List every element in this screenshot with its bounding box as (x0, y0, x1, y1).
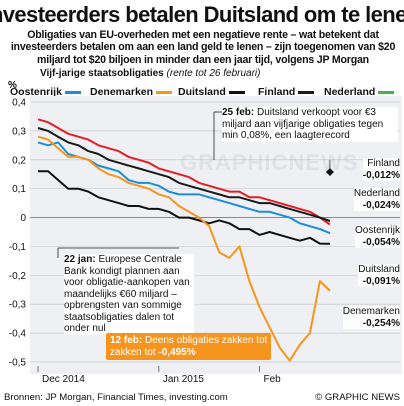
end-label-finland: Finland -0,012% (362, 158, 400, 181)
y-tick-label: -0,5 (9, 358, 27, 369)
end-label-value: -0,254% (362, 317, 400, 329)
annotation-text: Europese Centrale Bank kondigt plannen a… (64, 254, 190, 334)
legend-swatch (378, 90, 395, 94)
callout-date: 12 feb: (110, 335, 143, 346)
end-label-value: -0,054% (362, 236, 400, 248)
series-line-denemarken (37, 135, 331, 362)
end-label-name: Denemarken (342, 306, 400, 317)
headline: Investeerders betalen Duitsland om te le… (0, 2, 404, 27)
series-line-nederland (37, 118, 331, 226)
footer-sources: Bronnen: JP Morgan, Financial Times, inv… (4, 392, 228, 403)
y-tick-label: 0,2 (12, 155, 26, 166)
x-tick-label: Feb (264, 374, 282, 385)
legend: Oostenrijk Denemarken Duitsland Finland … (0, 86, 404, 100)
legend-swatch (64, 90, 81, 94)
x-tick-label: Dec 2014 (42, 374, 85, 385)
legend-swatch (298, 90, 315, 94)
footer-credit: © GRAPHIC NEWS (315, 392, 400, 403)
legend-item-denemarken: Denemarken (90, 86, 173, 98)
end-label-nederland: Nederland -0,024% (353, 188, 400, 211)
series-line-duitsland (38, 170, 331, 245)
legend-label: Denemarken (90, 86, 154, 98)
y-tick-label: -0,3 (9, 300, 27, 311)
callout-value-line: zakken tot -0,495% (110, 346, 196, 358)
end-label-name: Oostenrijk (354, 225, 400, 236)
y-tick-label: 0,4 (12, 98, 26, 109)
legend-swatch (228, 90, 245, 94)
annotation-feb25: 25 feb: Duitsland verkoopt voor €3 milja… (222, 107, 398, 142)
end-label-value: -0,091% (362, 275, 400, 287)
legend-item-nederland: Nederland (324, 86, 395, 98)
annotation-date: 22 jan: (64, 254, 96, 265)
watermark: GRAPHICNEWS (180, 150, 359, 175)
y-tick-label: 0,3 (12, 126, 26, 137)
marker-diamond (325, 168, 334, 176)
legend-label: Finland (258, 86, 296, 98)
annotation-text: Duitsland verkoopt voor €3 miljard aan v… (222, 107, 384, 141)
footer: Bronnen: JP Morgan, Financial Times, inv… (0, 389, 404, 406)
subheadline: Obligaties van EU-overheden met een nega… (10, 29, 396, 66)
callout-feb12: 12 feb: Deens obligaties zakken tot zakke… (106, 333, 272, 360)
end-label-denemarken: Denemarken -0,254% (342, 306, 400, 329)
callout-value: -0,495% (158, 346, 196, 358)
y-tick-label: 0,1 (12, 184, 26, 195)
legend-swatch (156, 90, 173, 94)
legend-item-oostenrijk: Oostenrijk (10, 86, 81, 98)
x-tick-label: Jan 2015 (163, 374, 205, 385)
legend-label: Duitsland (178, 86, 226, 98)
chart-title-note: (rente tot 26 februari) (166, 68, 261, 79)
y-tick-label: -0,2 (9, 271, 27, 282)
end-label-oostenrijk: Oostenrijk -0,054% (354, 225, 400, 248)
legend-label: Nederland (324, 86, 376, 98)
y-tick-label: 0 (20, 213, 26, 224)
legend-label: Oostenrijk (10, 86, 62, 98)
chart-title-text: Vijf-jarige staatsobligaties (40, 68, 164, 79)
y-unit-label: % (8, 80, 17, 91)
y-tick-label: -0,4 (9, 329, 27, 340)
series-line-finland (37, 127, 331, 222)
y-tick-label: -0,1 (9, 242, 27, 253)
legend-item-duitsland: Duitsland (178, 86, 245, 98)
end-label-value: -0,024% (362, 199, 400, 211)
end-label-name: Finland (367, 158, 400, 169)
annotation-date: 25 feb: (222, 107, 255, 118)
end-label-name: Duitsland (358, 264, 400, 275)
callout-text: Deens obligaties zakken tot (145, 335, 268, 346)
end-label-name: Nederland (353, 188, 400, 199)
legend-item-finland: Finland (258, 86, 315, 98)
annotation-jan22: 22 jan: Europese Centrale Bank kondigt p… (64, 254, 194, 335)
chart-title: Vijf-jarige staatsobligaties (rente tot … (40, 68, 260, 79)
end-label-duitsland: Duitsland -0,091% (358, 264, 400, 287)
end-label-value: -0,012% (362, 169, 400, 181)
